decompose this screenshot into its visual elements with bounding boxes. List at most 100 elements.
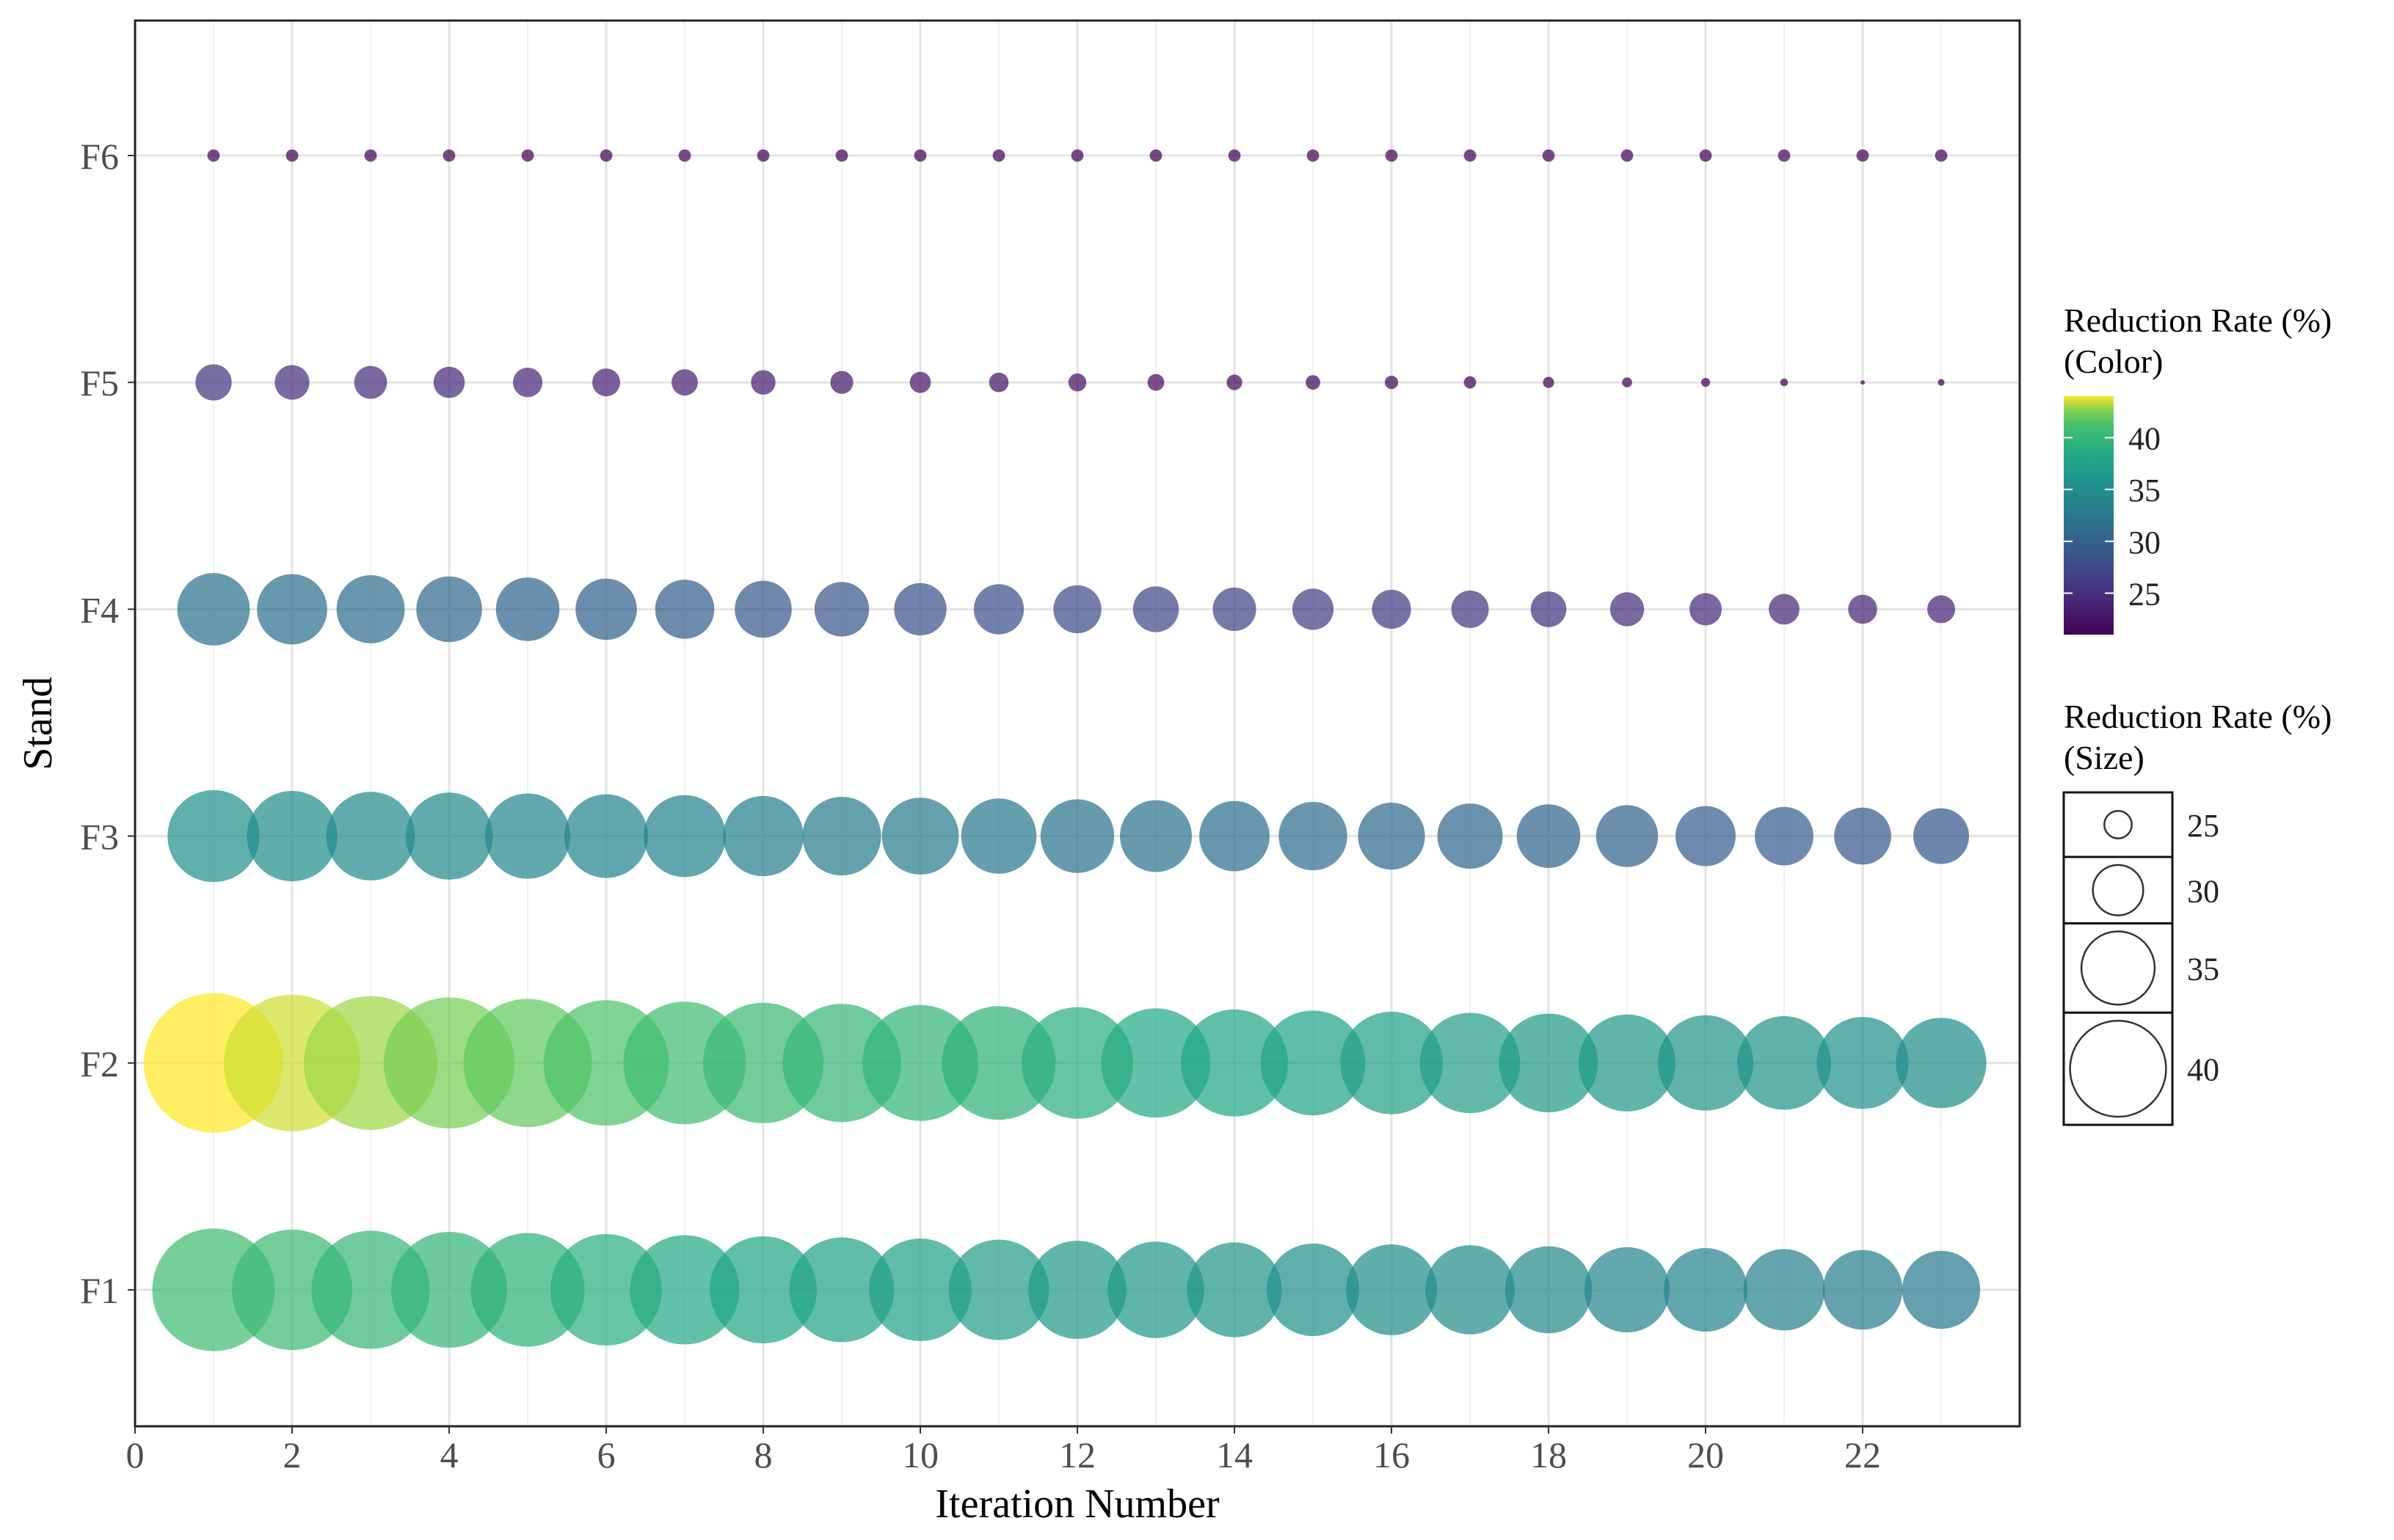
bubble-f1-iter-21 [1743,1249,1825,1331]
bubble-f4-iter-18 [1530,591,1567,627]
x-tick-label: 22 [1844,1434,1881,1475]
bubble-f1-iter-10 [869,1238,972,1341]
bubble-f5-iter-12 [1068,373,1087,392]
bubble-f3-iter-22 [1834,807,1891,865]
bubble-f3-iter-7 [644,795,726,877]
bubble-f5-iter-4 [433,366,465,398]
bubble-f6-iter-18 [1542,149,1555,162]
bubble-f3-iter-18 [1516,804,1581,868]
bubble-f6-iter-15 [1306,149,1320,162]
bubble-f2-iter-17 [1419,1012,1521,1114]
bubble-f3-iter-23 [1913,808,1969,864]
bubble-f3-iter-9 [802,797,881,876]
bubble-f5-iter-20 [1700,378,1711,387]
bubble-f4-iter-14 [1212,587,1256,632]
colorbar-tick-label: 35 [2128,472,2161,508]
bubble-f3-iter-1 [167,789,260,883]
bubble-f4-iter-11 [973,584,1025,635]
x-tick-label: 16 [1373,1434,1410,1475]
size-legend-title-line1: Reduction Rate (%) [2064,698,2332,735]
x-tick-label: 12 [1059,1434,1096,1475]
size-key-circle [2080,930,2156,1006]
bubble-f3-iter-12 [1040,799,1115,873]
bubble-f5-iter-23 [1938,379,1945,386]
y-tick-label-f3: F3 [80,817,119,858]
x-axis-ticks: 0 2 4 6 8 10 12 14 16 18 20 22 [126,1426,1881,1475]
bubble-f4-iter-20 [1689,593,1722,626]
bubble-f4-iter-2 [257,574,327,645]
bubble-f2-iter-20 [1658,1015,1753,1111]
color-legend: Reduction Rate (%) (Color) 25 30 35 40 [2064,302,2332,635]
color-legend-title-line2: (Color) [2064,343,2163,380]
bubble-f1-iter-23 [1902,1250,1981,1329]
bubble-f1-iter-11 [948,1239,1049,1340]
y-axis-ticks: F1 F2 F3 F4 F5 F6 [80,136,135,1311]
size-key-circle [2069,1020,2167,1118]
bubble-f5-iter-21 [1780,378,1789,387]
x-tick-label: 8 [754,1434,773,1475]
bubble-f3-iter-20 [1676,806,1736,866]
bubble-f5-iter-22 [1860,380,1865,385]
x-tick-label: 20 [1687,1434,1724,1475]
x-tick-label: 2 [283,1434,302,1475]
bubble-f4-iter-21 [1769,594,1800,625]
bubble-f5-iter-5 [512,368,543,398]
bubble-f4-iter-7 [655,580,715,639]
bubble-f3-iter-19 [1596,805,1659,867]
bubble-layer [144,149,1987,1351]
bubble-f1-iter-18 [1505,1246,1593,1334]
color-legend-title-line1: Reduction Rate (%) [2064,302,2332,339]
bubble-f5-iter-3 [354,365,388,399]
colorbar-tick-label: 30 [2128,525,2161,561]
bubble-f5-iter-6 [592,368,620,397]
bubble-f3-iter-21 [1755,806,1813,866]
bubble-f3-iter-4 [405,792,493,880]
bubble-f2-iter-15 [1260,1010,1366,1116]
y-axis-title: Stand [15,676,61,770]
y-tick-label-f4: F4 [80,589,119,630]
bubble-f6-iter-17 [1463,149,1477,162]
bubble-f4-iter-4 [416,576,482,643]
bubble-f2-iter-19 [1578,1014,1676,1112]
bubble-f6-iter-21 [1778,149,1791,162]
bubble-f3-iter-13 [1120,800,1192,872]
bubble-f4-iter-9 [814,582,870,637]
x-tick-label: 0 [126,1434,145,1475]
bubble-f1-iter-19 [1584,1247,1670,1333]
size-key-box [2062,1011,2174,1126]
bubble-f1-iter-8 [710,1236,817,1343]
bubble-f5-iter-7 [672,369,698,396]
bubble-f5-iter-2 [274,365,310,400]
size-key-box [2062,791,2174,858]
colorbar-ticks: 25 30 35 40 [2064,421,2161,612]
bubble-f6-iter-8 [757,149,770,162]
bubble-f4-iter-23 [1927,595,1955,624]
bubble-f6-iter-22 [1856,149,1869,162]
colorbar-tick-label: 25 [2128,576,2161,612]
bubble-f4-iter-17 [1451,590,1489,628]
bubble-f3-iter-17 [1437,803,1503,869]
bubble-f3-iter-10 [881,798,959,875]
bubble-f3-iter-14 [1199,800,1270,872]
bubble-f4-iter-8 [735,580,792,638]
bubble-f6-iter-23 [1935,149,1948,162]
bubble-f2-iter-18 [1499,1013,1598,1113]
bubble-f6-iter-10 [914,149,927,162]
bubble-f4-iter-15 [1292,588,1334,630]
size-key-circle [2103,810,2133,839]
bubble-f1-iter-16 [1346,1244,1437,1335]
x-tick-label: 14 [1216,1434,1253,1475]
bubble-f6-iter-13 [1149,149,1163,162]
size-key-label: 35 [2187,951,2219,987]
bubble-f2-iter-23 [1896,1018,1987,1109]
x-tick-label: 4 [440,1434,459,1475]
bubble-f6-iter-19 [1620,149,1634,162]
bubble-f1-iter-20 [1664,1248,1747,1332]
bubble-f6-iter-9 [835,149,848,162]
bubble-f4-iter-5 [495,577,560,641]
size-legend-keys: 25 30 35 40 [2062,791,2219,1126]
bubble-f2-iter-16 [1340,1011,1443,1114]
y-tick-label-f6: F6 [80,136,119,177]
x-tick-label: 10 [902,1434,939,1475]
bubble-f6-iter-3 [364,149,377,162]
